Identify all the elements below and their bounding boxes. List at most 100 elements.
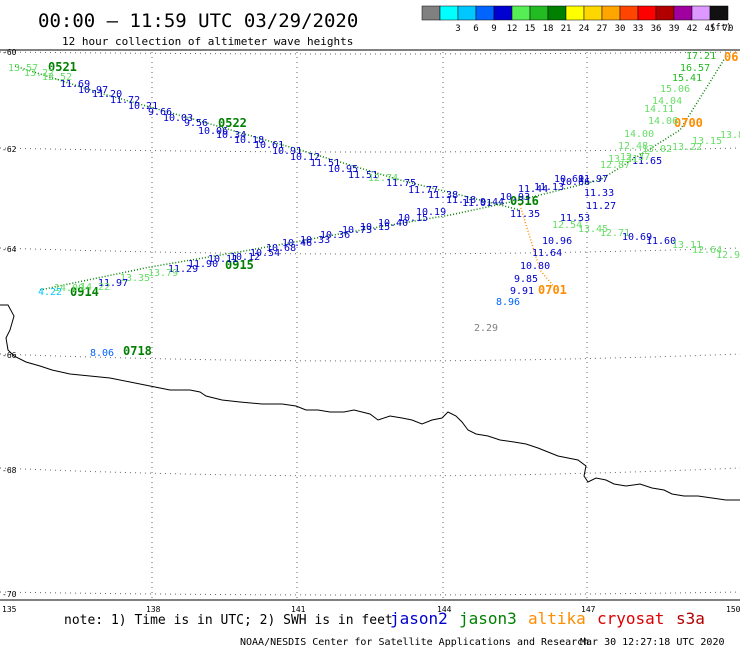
track-time-label: 0914 [70,285,99,299]
legend-tick-label: 9 [491,24,496,34]
wave-height-label: 11.44 [518,184,548,195]
wave-height-label: 10.21 [128,101,158,112]
wave-height-label: 8.96 [496,297,520,308]
satellite-legend-item: jason2 [390,609,448,628]
wave-height-label: 14.06 [648,116,678,127]
wave-height-label: 13.22 [24,68,54,79]
wave-height-label: 11.38 [428,190,458,201]
wave-height-label: 10.11 [208,254,238,265]
wave-height-label: 10.95 [328,164,358,175]
wave-height-label: 11.01 [462,198,492,209]
wave-height-label: 11.51 [310,158,340,169]
latitude-label: -60 [2,48,17,57]
latitude-label: -70 [2,590,17,599]
wave-height-label: 10.40 [378,218,408,229]
legend-unit-label: (ft) [710,23,732,33]
graticule [0,51,740,600]
wave-height-label: 10.69 [622,232,652,243]
longitude-labels: 135 138 141 144 147 150 [2,605,740,614]
wave-height-label: 10.54 [250,248,280,259]
latitude-labels: -60 -62 -64 -66 -68 -70 [2,48,17,599]
legend-tick-label: 42 [687,24,698,34]
wave-height-label: 8.06 [90,348,114,359]
footer-credit: NOAA/NESDIS Center for Satellite Applica… [240,637,589,648]
wave-height-label: 13.22 [672,142,702,153]
wave-height-label: 11.72 [110,95,140,106]
legend-swatch [601,5,621,21]
longitude-label: 135 [2,605,17,614]
satellite-legend: jason2 jason3 altika cryosat s3a [390,609,705,628]
latitude-label: -68 [2,466,17,475]
page-title: 00:00 – 11:59 UTC 03/29/2020 [38,10,358,32]
wave-height-label: 13.45 [578,224,608,235]
wave-height-label: 12.64 [692,245,722,256]
wave-height-label: 11.20 [92,89,122,100]
antarctic-coastline [0,304,740,501]
wave-height-label: 12.74 [368,173,398,184]
wave-height-label: 10.73 [342,225,372,236]
wave-height-label: 14.00 [624,129,654,140]
legend-swatch [655,5,675,21]
legend-tick-label: 3 [455,24,460,34]
wave-height-label: 16.57 [680,63,710,74]
wave-height-label: 10.03 [163,113,193,124]
wave-height-label: 10.46 [282,238,312,249]
wave-height-label: 4.22 [38,287,62,298]
wave-height-label: 11.97 [578,174,608,185]
latitude-label: -66 [2,351,17,360]
wave-height-label: 9.44 [480,197,504,208]
wave-height-label: 11.64 [532,248,562,259]
satellite-legend-item: s3a [676,609,705,628]
satellite-legend-item: altika [528,609,586,628]
wave-height-label: 10.36 [320,230,350,241]
wave-height-label: 13.15 [692,136,722,147]
wave-height-label: 11.29 [168,264,198,275]
legend-tick-label: 6 [473,24,478,34]
legend-tick-label: 21 [561,24,572,34]
legend-tick-label: 70 [723,24,734,34]
legend-tick-label: 39 [669,24,680,34]
legend-swatch [421,5,441,21]
satellite-legend-item: jason3 [459,609,517,628]
wave-height-label: 11.77 [408,185,438,196]
track-time-label: 0915 [225,258,254,272]
wave-height-label: 12.52 [42,72,72,83]
wave-height-label: 10.69 [554,174,584,185]
wave-height-label: 13.79 [148,268,178,279]
wave-height-label: 10.12 [230,252,260,263]
legend-swatch [457,5,477,21]
legend-swatch [529,5,549,21]
longitude-label: 138 [146,605,161,614]
wave-height-label: 11.35 [510,209,540,220]
wave-height-label: 11.65 [632,156,662,167]
wave-height-label: 10.66 [560,177,590,188]
wave-height-label: 9.56 [184,118,208,129]
legend-tick-label: 18 [543,24,554,34]
wave-height-label: 12.71 [600,228,630,239]
legend-swatch [511,5,531,21]
wave-height-label: 11.51 [348,170,378,181]
wave-height-label: 12.48 [618,141,648,152]
wave-height-label: 11.27 [586,201,616,212]
satellite-tracks [14,57,726,291]
legend-swatch [673,5,693,21]
wave-height-label: 11.33 [584,188,614,199]
wave-height-label: 10.34 [216,130,246,141]
wave-height-label: 11.13 [534,182,564,193]
wave-height-label: 11.69 [60,79,90,90]
wave-height-label: 10.93 [500,192,530,203]
wave-height-label: 10.91 [272,146,302,157]
track-time-label: 0522 [218,116,247,130]
track-time-label: 0521 [48,60,77,74]
wave-height-label: 11.75 [386,178,416,189]
wave-height-label: 15.06 [660,84,690,95]
wave-height-legend: 3 6 9 12 15 18 21 24 27 30 33 36 39 42 45 70 [421,5,734,34]
track-time-label: 0700 [674,116,703,130]
wave-height-label: 9.91 [510,286,534,297]
wave-height-label: 14.09 [54,283,84,294]
wave-height-label: 10.33 [300,235,330,246]
track-time-label: 0516 [510,194,539,208]
wave-height-label: 13.02 [642,144,672,155]
latitude-label: -62 [2,145,17,154]
